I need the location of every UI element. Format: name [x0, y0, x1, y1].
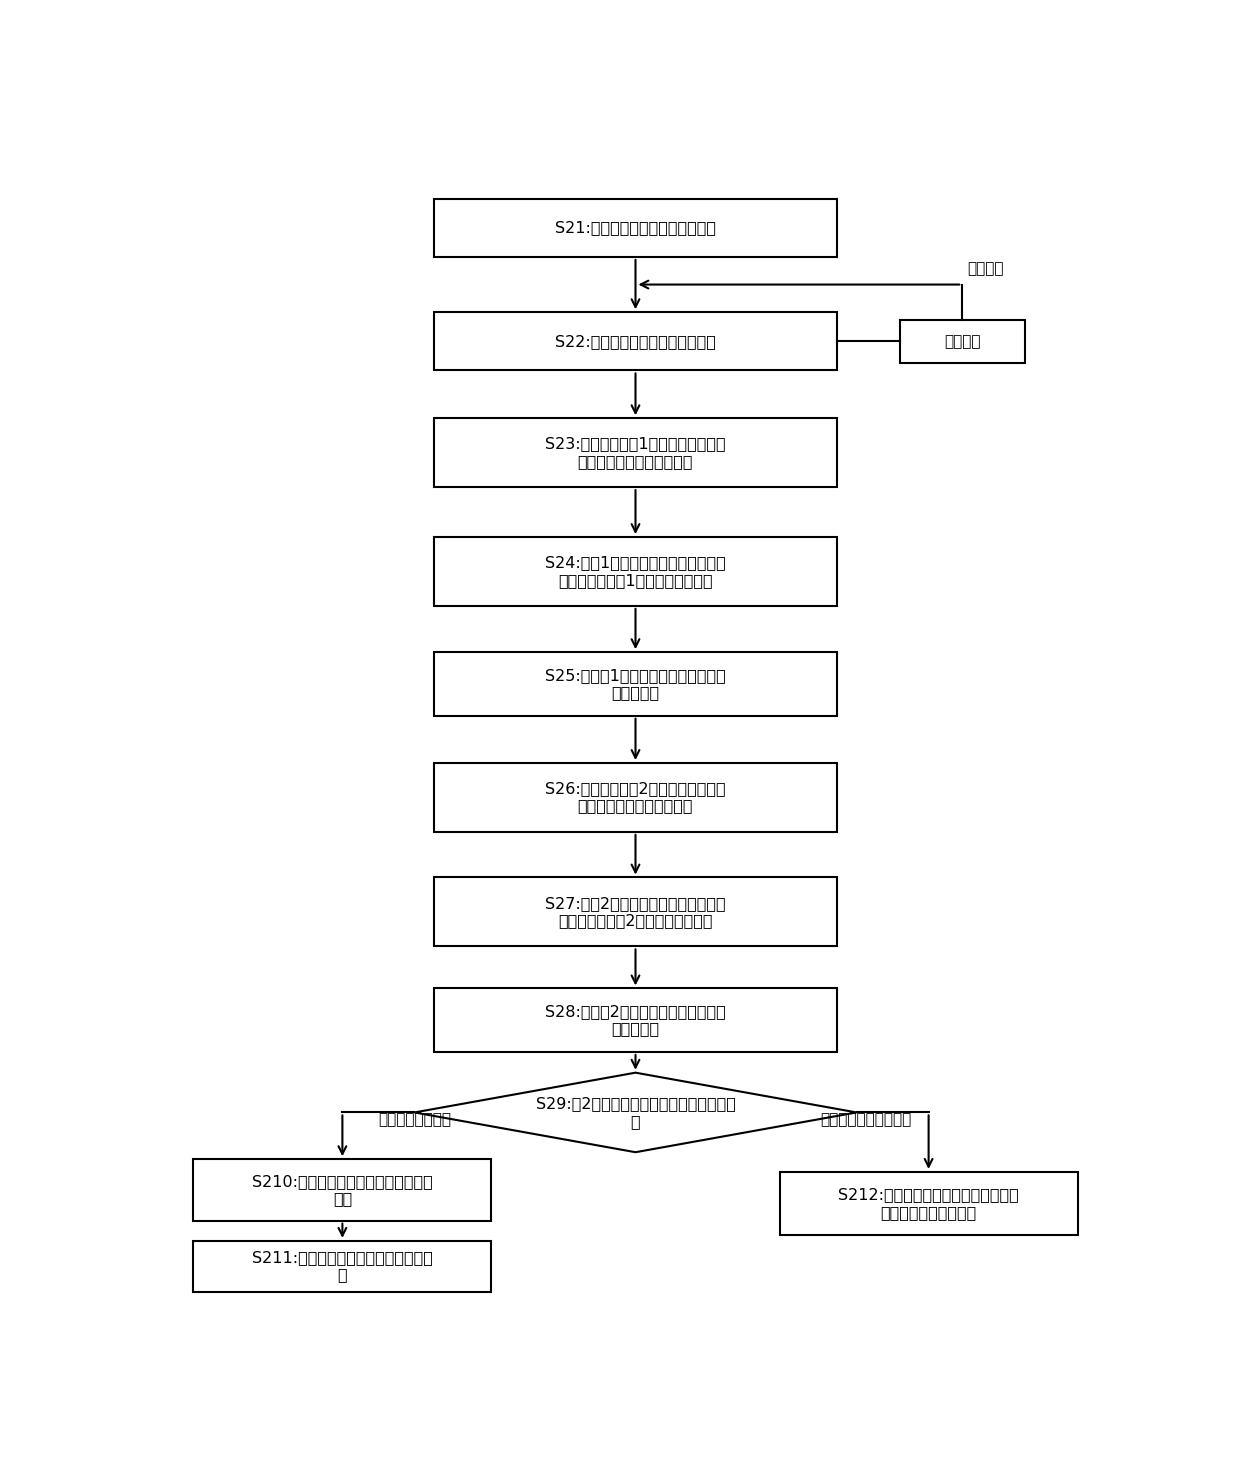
Text: S25:计算第1个待判断基准频率与基准
频率的差值: S25:计算第1个待判断基准频率与基准 频率的差值: [546, 668, 725, 700]
Bar: [434, 877, 837, 946]
Text: S22:电磁屏主动扫描电磁笔的信号: S22:电磁屏主动扫描电磁笔的信号: [556, 333, 715, 349]
Text: S210:计算若干个待判断基准频率的平
均值: S210:计算若干个待判断基准频率的平 均值: [252, 1173, 433, 1206]
Bar: [434, 199, 837, 256]
Text: S211:将平均值确定为校准后的基准频
率: S211:将平均值确定为校准后的基准频 率: [252, 1250, 433, 1282]
Text: S212:将电磁屏原来保存的基准频率保
留为校准后的基准频率: S212:将电磁屏原来保存的基准频率保 留为校准后的基准频率: [838, 1188, 1019, 1220]
Text: 未全部处于阈值范围内: 未全部处于阈值范围内: [821, 1113, 911, 1128]
Bar: [900, 320, 1024, 363]
Bar: [434, 312, 837, 370]
Bar: [434, 419, 837, 486]
Text: S28:计算第2个待判断基准频率与基准
频率的差值: S28:计算第2个待判断基准频率与基准 频率的差值: [546, 1004, 725, 1036]
Text: 未扫描到: 未扫描到: [944, 333, 981, 349]
Text: S26:电磁屏获取第2组电磁笔的信号从
无到有时的多个频率信号值: S26:电磁屏获取第2组电磁笔的信号从 无到有时的多个频率信号值: [546, 781, 725, 814]
Text: 继续扫描: 继续扫描: [967, 261, 1003, 276]
Bar: [780, 1172, 1078, 1235]
Text: S23:电磁屏获取第1组电磁笔的信号从
无到有时的多个频率信号值: S23:电磁屏获取第1组电磁笔的信号从 无到有时的多个频率信号值: [546, 436, 725, 469]
Text: S27:对第2组的多个频率信号值进行滤
波处理，获得第2个待判断基准频率: S27:对第2组的多个频率信号值进行滤 波处理，获得第2个待判断基准频率: [546, 896, 725, 929]
Text: S24:对第1组的多个频率信号值进行滤
波处理，获得第1个待判断基准频率: S24:对第1组的多个频率信号值进行滤 波处理，获得第1个待判断基准频率: [546, 556, 725, 588]
Text: S21:初始化，读取存储的基准频率: S21:初始化，读取存储的基准频率: [556, 220, 715, 236]
Bar: [434, 989, 837, 1052]
Text: S29:将2个差值的绝对值与预设阈值进行比
较: S29:将2个差值的绝对值与预设阈值进行比 较: [536, 1097, 735, 1129]
Bar: [434, 764, 837, 831]
Bar: [193, 1241, 491, 1291]
Bar: [434, 537, 837, 606]
Bar: [434, 652, 837, 716]
Bar: [193, 1159, 491, 1220]
Text: 均处于阈值范围内: 均处于阈值范围内: [378, 1113, 451, 1128]
Polygon shape: [414, 1073, 857, 1153]
